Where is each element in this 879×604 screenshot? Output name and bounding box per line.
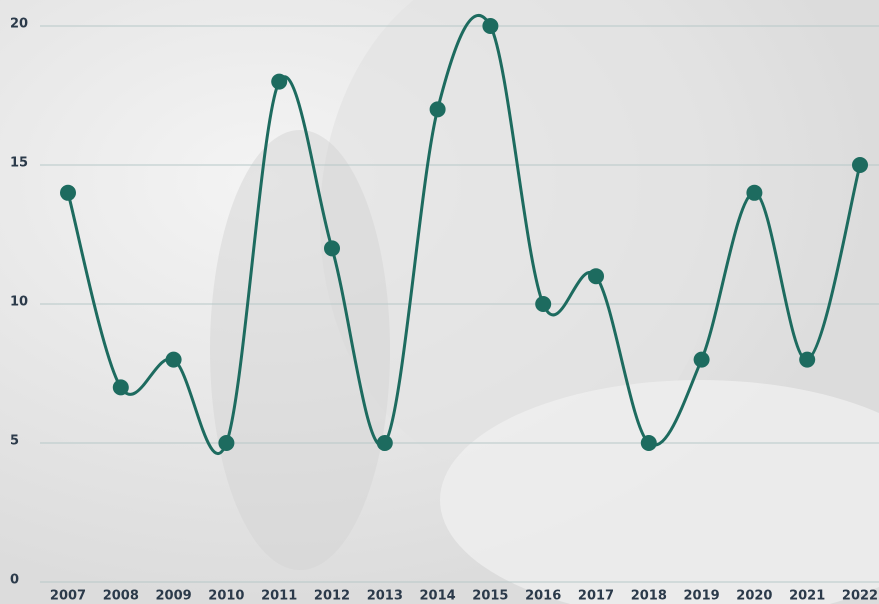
point — [694, 352, 710, 368]
x-tick-label: 2015 — [472, 589, 508, 604]
x-tick-label: 2021 — [789, 589, 825, 604]
point — [113, 379, 129, 395]
point — [430, 101, 446, 117]
point — [324, 240, 340, 256]
chart: 0 5 10 15 20 2007 2008 2009 2010 2011 2012 2013 2014… — [0, 0, 879, 604]
x-tick-label: 2020 — [736, 589, 772, 604]
x-tick-label: 2017 — [578, 589, 614, 604]
y-tick-label: 15 — [10, 156, 28, 171]
y-tick-label: 10 — [10, 295, 28, 310]
point — [535, 296, 551, 312]
x-tick-label: 2016 — [525, 589, 561, 604]
x-tick-label: 2011 — [261, 589, 297, 604]
x-tick-label: 2008 — [103, 589, 139, 604]
x-tick-label: 2009 — [156, 589, 192, 604]
y-tick-label: 5 — [10, 434, 19, 449]
page: {"chart_data": {"type": "line", "categor… — [0, 0, 879, 604]
background-shape — [210, 130, 390, 570]
x-tick-label: 2012 — [314, 589, 350, 604]
point — [166, 352, 182, 368]
point — [218, 435, 234, 451]
x-tick-label: 2022 — [842, 589, 878, 604]
point — [746, 185, 762, 201]
point — [482, 18, 498, 34]
point — [588, 268, 604, 284]
x-tick-label: 2010 — [208, 589, 244, 604]
y-tick-label: 0 — [10, 573, 19, 588]
point — [641, 435, 657, 451]
x-tick-label: 2013 — [367, 589, 403, 604]
point — [60, 185, 76, 201]
y-tick-label: 20 — [10, 17, 28, 32]
x-tick-label: 2007 — [50, 589, 86, 604]
point — [271, 74, 287, 90]
x-tick-label: 2014 — [420, 589, 456, 604]
point — [377, 435, 393, 451]
x-tick-label: 2019 — [684, 589, 720, 604]
x-tick-label: 2018 — [631, 589, 667, 604]
point — [799, 352, 815, 368]
point — [852, 157, 868, 173]
